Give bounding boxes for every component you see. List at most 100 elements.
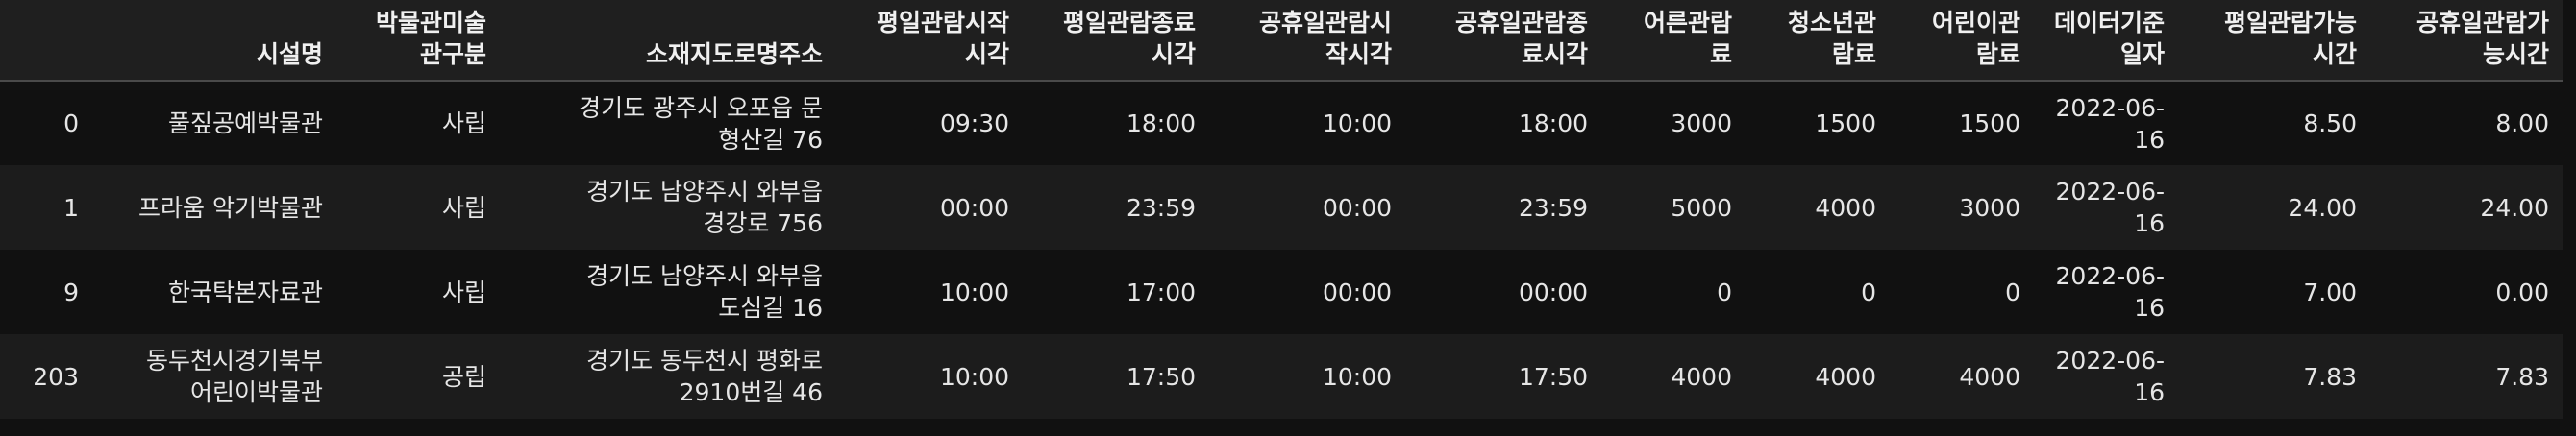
header-line: 평일관람종료 — [1062, 9, 1196, 36]
header-line: 어른관람 — [1643, 9, 1732, 36]
holiday-open-cell: 10:00 — [1209, 81, 1405, 165]
weekday-open-cell: 10:00 — [836, 334, 1023, 419]
facility-name-cell: 프라움 악기박물관 — [92, 165, 336, 250]
adult-fee-cell: 5000 — [1601, 165, 1746, 250]
cell-line: 경강로 756 — [703, 209, 823, 237]
adult-fee-cell: 3000 — [1601, 81, 1746, 165]
address-cell: 경기도 동두천시 평화로 2910번길 46 — [500, 334, 836, 419]
date-cell: 2022-06- 16 — [2034, 165, 2178, 250]
index-header — [0, 0, 92, 82]
weekday-close-cell: 18:00 — [1023, 81, 1209, 165]
header-line: 시각 — [1151, 40, 1196, 68]
dataframe-table: 시설명 박물관미술 관구분 소재지도로명주소 평일관람시작 시각 평일관람종료 시각 공휴일관람… — [0, 0, 2563, 419]
weekday-open-cell: 00:00 — [836, 165, 1023, 250]
adult-fee-cell: 4000 — [1601, 334, 1746, 419]
child-fee-cell: 0 — [1890, 250, 2034, 334]
child-fee-header: 어린이관 람료 — [1890, 0, 2034, 82]
header-line: 료시각 — [1521, 40, 1588, 68]
header-line: 시간 — [2312, 40, 2357, 68]
header-line: 관구분 — [419, 40, 486, 68]
cell-line: 경기도 동두천시 평화로 — [586, 347, 823, 375]
header-line: 박물관미술 — [375, 9, 486, 36]
holiday-open-cell: 10:00 — [1209, 334, 1405, 419]
holiday-hours-cell: 24.00 — [2370, 165, 2563, 250]
cell-line: 한국탁본자료관 — [167, 278, 323, 306]
facility-name-cell: 풀짚공예박물관 — [92, 81, 336, 165]
youth-fee-cell: 4000 — [1746, 334, 1890, 419]
weekday-hours-cell: 24.00 — [2178, 165, 2370, 250]
table-row: 203 동두천시경기북부 어린이박물관 공립 경기도 동두천시 평화로 2910번길 46… — [0, 334, 2563, 419]
cell-line: 16 — [2134, 209, 2165, 237]
cell-line: 경기도 광주시 오포읍 문 — [579, 93, 823, 122]
cell-line: 2022-06- — [2055, 93, 2165, 122]
address-cell: 경기도 광주시 오포읍 문 형산길 76 — [500, 81, 836, 165]
cell-line: 경기도 남양주시 와부읍 — [586, 262, 823, 290]
weekday-hours-cell: 7.00 — [2178, 250, 2370, 334]
header-line: 소재지도로명주소 — [645, 40, 823, 68]
row-index: 9 — [0, 250, 92, 334]
weekday-open-header: 평일관람시작 시각 — [836, 0, 1023, 82]
weekday-hours-cell: 7.83 — [2178, 334, 2370, 419]
child-fee-cell: 3000 — [1890, 165, 2034, 250]
header-line: 료 — [1709, 40, 1732, 68]
table-header: 시설명 박물관미술 관구분 소재지도로명주소 평일관람시작 시각 평일관람종료 시각 공휴일관람… — [0, 0, 2563, 82]
table-row: 9 한국탁본자료관 사립 경기도 남양주시 와부읍 도심길 16 10:00 17:00 00… — [0, 250, 2563, 334]
header-line: 시설명 — [256, 40, 323, 68]
weekday-close-cell: 17:00 — [1023, 250, 1209, 334]
facility-name-cell: 한국탁본자료관 — [92, 250, 336, 334]
cell-line: 동두천시경기북부 — [145, 347, 323, 375]
header-line: 어린이관 — [1931, 9, 2020, 36]
holiday-close-cell: 17:50 — [1405, 334, 1601, 419]
youth-fee-cell: 0 — [1746, 250, 1890, 334]
date-cell: 2022-06- 16 — [2034, 81, 2178, 165]
header-line: 능시간 — [2482, 40, 2549, 68]
cell-line: 16 — [2134, 378, 2165, 406]
museum-type-cell: 사립 — [336, 81, 500, 165]
row-index: 1 — [0, 165, 92, 250]
header-line: 데이터기준 — [2053, 9, 2165, 36]
header-line: 작시각 — [1325, 40, 1392, 68]
child-fee-cell: 4000 — [1890, 334, 2034, 419]
cell-line: 도심길 16 — [718, 294, 823, 322]
cell-line: 16 — [2134, 294, 2165, 322]
cell-line: 프라움 악기박물관 — [138, 193, 323, 222]
cell-line: 16 — [2134, 125, 2165, 154]
cell-line: 2022-06- — [2055, 347, 2165, 375]
cell-line: 경기도 남양주시 와부읍 — [586, 178, 823, 206]
header-line: 람료 — [1831, 40, 1876, 68]
adult-fee-cell: 0 — [1601, 250, 1746, 334]
holiday-close-cell: 00:00 — [1405, 250, 1601, 334]
header-line: 평일관람시작 — [876, 9, 1009, 36]
holiday-open-cell: 00:00 — [1209, 250, 1405, 334]
youth-fee-header: 청소년관 람료 — [1746, 0, 1890, 82]
holiday-hours-cell: 0.00 — [2370, 250, 2563, 334]
museum-type-cell: 사립 — [336, 165, 500, 250]
child-fee-cell: 1500 — [1890, 81, 2034, 165]
holiday-close-cell: 18:00 — [1405, 81, 1601, 165]
header-line: 공휴일관람종 — [1454, 9, 1588, 36]
weekday-close-cell: 23:59 — [1023, 165, 1209, 250]
facility-name-cell: 동두천시경기북부 어린이박물관 — [92, 334, 336, 419]
holiday-open-cell: 00:00 — [1209, 165, 1405, 250]
address-header: 소재지도로명주소 — [500, 0, 836, 82]
date-cell: 2022-06- 16 — [2034, 334, 2178, 419]
date-cell: 2022-06- 16 — [2034, 250, 2178, 334]
holiday-hours-cell: 8.00 — [2370, 81, 2563, 165]
cell-line: 2022-06- — [2055, 262, 2165, 290]
youth-fee-cell: 4000 — [1746, 165, 1890, 250]
header-line: 공휴일관람가 — [2415, 9, 2549, 36]
header-line: 공휴일관람시 — [1258, 9, 1392, 36]
row-index: 0 — [0, 81, 92, 165]
header-line: 평일관람가능 — [2223, 9, 2357, 36]
weekday-open-cell: 09:30 — [836, 81, 1023, 165]
cell-line: 2910번길 46 — [679, 378, 823, 406]
table-row: 0 풀짚공예박물관 사립 경기도 광주시 오포읍 문 형산길 76 09:30 18:00 1… — [0, 81, 2563, 165]
